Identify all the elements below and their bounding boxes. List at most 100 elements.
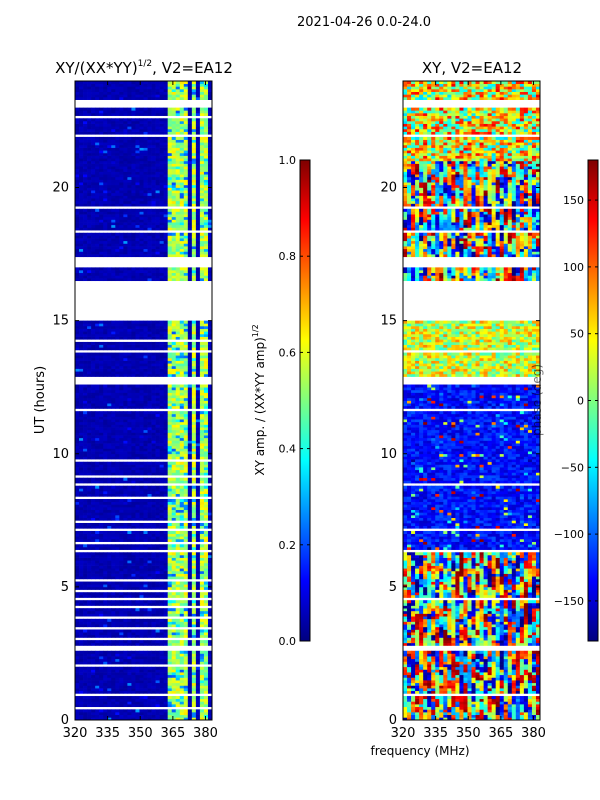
heatmap-cell — [187, 586, 193, 590]
heatmap-cell — [175, 254, 181, 258]
heatmap-cell — [75, 405, 80, 409]
heatmap-cell — [123, 701, 128, 705]
heatmap-cell — [163, 544, 169, 548]
heatmap-cell — [95, 629, 100, 633]
heatmap-cell — [115, 600, 120, 604]
heatmap-cell — [195, 499, 201, 503]
heatmap-cell — [155, 525, 160, 529]
heatmap-cell — [203, 360, 209, 364]
heatmap-cell — [147, 533, 152, 537]
heatmap-cell — [199, 235, 205, 239]
heatmap-cell — [99, 608, 104, 612]
heatmap-cell — [191, 714, 197, 718]
heatmap-cell — [203, 208, 209, 212]
heatmap-cell — [207, 525, 213, 529]
heatmap-cell — [99, 270, 104, 274]
heatmap-cell — [159, 573, 164, 577]
heatmap-cell — [139, 208, 144, 212]
heatmap-cell — [203, 682, 209, 686]
heatmap-cell — [179, 696, 185, 700]
heatmap-cell — [131, 568, 136, 572]
heatmap-cell — [107, 557, 112, 561]
heatmap-cell — [123, 360, 128, 364]
heatmap-cell — [95, 690, 100, 694]
heatmap-cell — [87, 243, 92, 247]
heatmap-cell — [203, 272, 209, 276]
heatmap-cell — [159, 562, 164, 566]
heatmap-cell — [87, 469, 92, 473]
heatmap-cell — [99, 267, 104, 271]
heatmap-cell — [163, 320, 169, 324]
heatmap-cell — [143, 400, 148, 404]
heatmap-cell — [123, 586, 128, 590]
heatmap-cell — [103, 632, 108, 636]
heatmap-cell — [143, 355, 148, 359]
heatmap-cell — [151, 363, 156, 367]
heatmap-cell — [75, 632, 80, 636]
heatmap-cell — [103, 709, 108, 713]
heatmap-cell — [103, 373, 108, 377]
heatmap-cell — [147, 403, 152, 407]
heatmap-cell — [75, 389, 80, 393]
heatmap-cell — [123, 608, 128, 612]
heatmap-cell — [187, 533, 193, 537]
heatmap-cell — [79, 270, 84, 274]
heatmap-cell — [175, 656, 181, 660]
heatmap-cell — [207, 451, 213, 455]
heatmap-cell — [119, 621, 124, 625]
heatmap-cell — [155, 538, 160, 542]
heatmap-cell — [111, 320, 116, 324]
heatmap-cell — [171, 613, 177, 617]
heatmap-cell — [147, 456, 152, 460]
heatmap-cell — [103, 272, 108, 276]
heatmap-cell — [167, 405, 173, 409]
heatmap-cell — [127, 701, 132, 705]
heatmap-cell — [147, 421, 152, 425]
heatmap-cell — [175, 203, 181, 207]
heatmap-cell — [103, 576, 108, 580]
heatmap-cell — [75, 677, 80, 681]
heatmap-cell — [111, 403, 116, 407]
heatmap-cell — [123, 560, 128, 564]
heatmap-cell — [75, 270, 80, 274]
heatmap-cell — [119, 507, 124, 511]
heatmap-cell — [163, 704, 169, 708]
heatmap-cell — [159, 658, 164, 662]
heatmap-cell — [75, 600, 80, 604]
heatmap-cell — [131, 709, 136, 713]
heatmap-cell — [159, 586, 164, 590]
heatmap-cell — [103, 387, 108, 391]
heatmap-cell — [187, 488, 193, 492]
heatmap-cell — [147, 270, 152, 274]
heatmap-cell — [87, 682, 92, 686]
heatmap-cell — [131, 214, 136, 218]
heatmap-cell — [123, 448, 128, 452]
heatmap-cell — [175, 392, 181, 396]
heatmap-cell — [115, 395, 120, 399]
heatmap-cell — [167, 208, 173, 212]
heatmap-cell — [123, 395, 128, 399]
heatmap-cell — [183, 222, 189, 226]
heatmap-cell — [207, 554, 213, 558]
heatmap-cell — [135, 392, 140, 396]
heatmap-cell — [167, 357, 173, 361]
heatmap-cell — [203, 685, 209, 689]
heatmap-cell — [143, 368, 148, 372]
heatmap-cell — [155, 501, 160, 505]
heatmap-cell — [191, 517, 197, 521]
heatmap-cell — [87, 621, 92, 625]
heatmap-cell — [171, 246, 177, 250]
heatmap-cell — [95, 421, 100, 425]
heatmap-cell — [207, 240, 213, 244]
heatmap-cell — [159, 650, 164, 654]
heatmap-cell — [183, 437, 189, 441]
heatmap-cell — [195, 629, 201, 633]
heatmap-cell — [199, 666, 205, 670]
heatmap-cell — [91, 464, 96, 468]
heatmap-cell — [107, 480, 112, 484]
heatmap-cell — [199, 429, 205, 433]
heatmap-cell — [111, 248, 116, 252]
heatmap-cell — [171, 624, 177, 628]
heatmap-cell — [195, 642, 201, 646]
heatmap-cell — [195, 685, 201, 689]
